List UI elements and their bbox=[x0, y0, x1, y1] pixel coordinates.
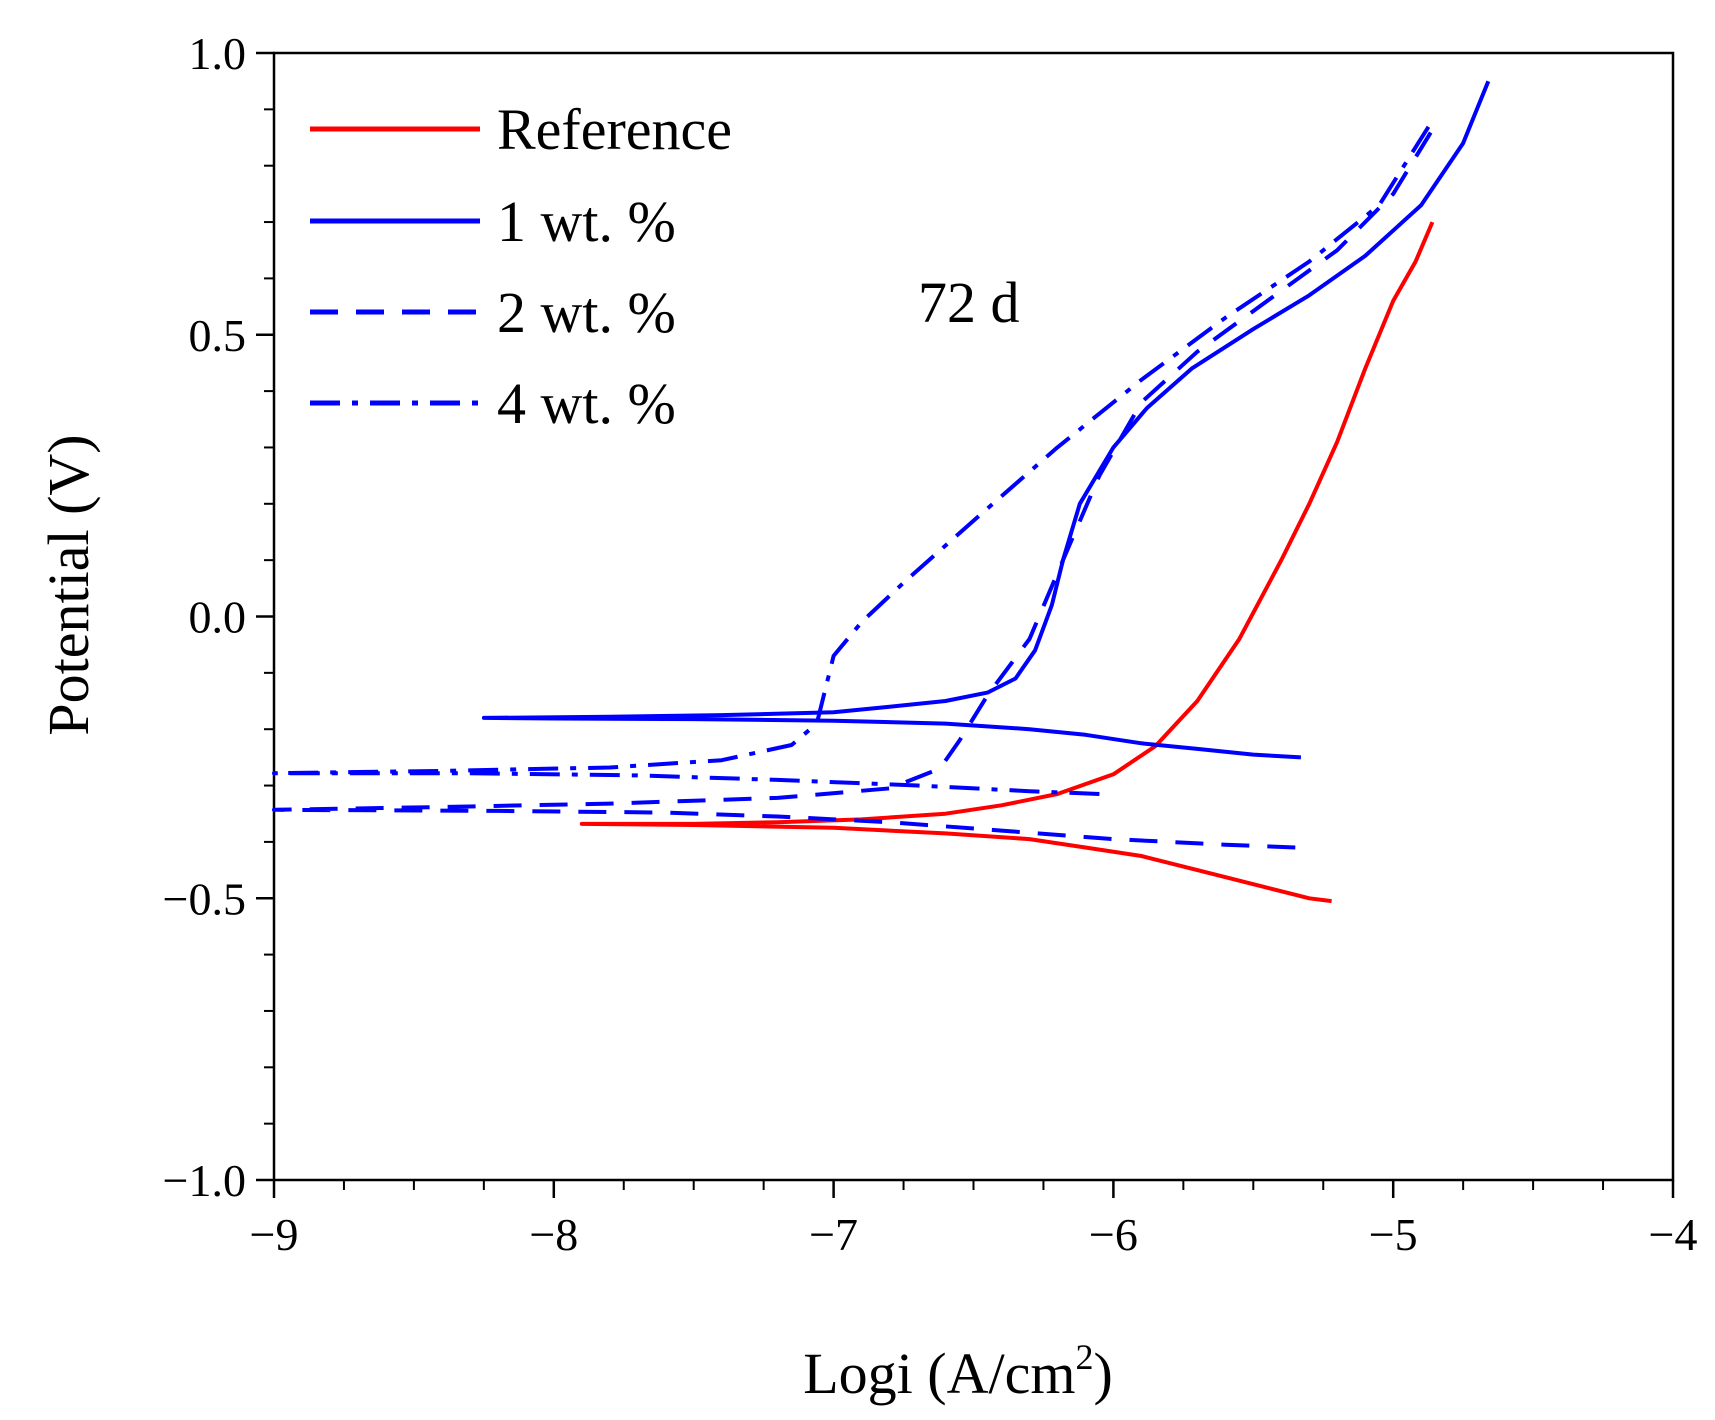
x-axis-title: Logi (A/cm2) bbox=[803, 1337, 1113, 1406]
x-tick-label: −9 bbox=[250, 1209, 299, 1260]
axis-tick-labels: −9 −8 −7 −6 −5 −4 −1.0 −0.5 0.0 0.5 1.0 bbox=[163, 28, 1698, 1260]
axis-ticks bbox=[256, 51, 1675, 1198]
legend-label-3: 4 wt. % bbox=[497, 371, 676, 436]
y-tick-label: 1.0 bbox=[189, 28, 247, 79]
legend: Reference 1 wt. % 2 wt. % 4 wt. % bbox=[310, 97, 732, 436]
x-tick-label: −6 bbox=[1089, 1209, 1138, 1260]
series-line-1 bbox=[481, 80, 1491, 760]
x-tick-label: −8 bbox=[529, 1209, 578, 1260]
x-axis-title-superscript: 2 bbox=[1075, 1337, 1093, 1377]
x-tick-label: −7 bbox=[809, 1209, 858, 1260]
annotation-72d: 72 d bbox=[918, 270, 1020, 335]
y-axis-title: Potential (V) bbox=[36, 434, 101, 735]
y-tick-label: 0.5 bbox=[189, 310, 247, 361]
series-line-0 bbox=[579, 221, 1435, 904]
y-tick-label: 0.0 bbox=[189, 592, 247, 643]
x-tick-label: −5 bbox=[1369, 1209, 1418, 1260]
x-axis-title-main: Logi (A/cm bbox=[803, 1341, 1075, 1406]
y-tick-label: −1.0 bbox=[163, 1155, 246, 1206]
y-tick-label: −0.5 bbox=[163, 873, 246, 924]
legend-label-2: 2 wt. % bbox=[497, 280, 676, 345]
x-tick-label: −4 bbox=[1649, 1209, 1698, 1260]
x-axis-title-suffix: ) bbox=[1093, 1341, 1112, 1406]
data-series bbox=[272, 80, 1491, 904]
series-line-2 bbox=[272, 119, 1440, 850]
legend-label-1: 1 wt. % bbox=[497, 189, 676, 254]
plot-frame bbox=[272, 51, 1675, 1182]
legend-label-0: Reference bbox=[497, 97, 732, 162]
plot-area bbox=[272, 51, 1675, 1182]
